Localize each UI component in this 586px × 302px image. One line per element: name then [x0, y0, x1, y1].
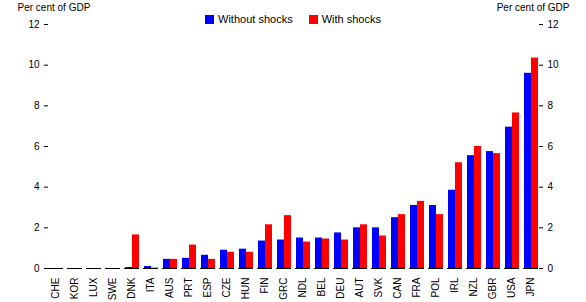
svg-text:DNK: DNK: [126, 277, 137, 298]
svg-text:KOR: KOR: [69, 278, 80, 300]
svg-text:HUN: HUN: [240, 278, 251, 300]
svg-text:2: 2: [548, 222, 554, 233]
svg-text:CAN: CAN: [392, 278, 403, 299]
svg-text:12: 12: [28, 19, 40, 30]
svg-text:10: 10: [28, 59, 40, 70]
svg-text:12: 12: [548, 19, 560, 30]
svg-text:AUS: AUS: [164, 277, 175, 298]
svg-text:FIN: FIN: [259, 278, 270, 294]
svg-text:NDL: NDL: [297, 277, 308, 297]
svg-text:GBR: GBR: [487, 278, 498, 300]
svg-text:IRL: IRL: [449, 277, 460, 293]
svg-text:4: 4: [34, 181, 40, 192]
svg-text:0: 0: [34, 263, 40, 274]
svg-text:8: 8: [548, 100, 554, 111]
svg-text:CZE: CZE: [221, 277, 232, 297]
svg-text:PRT: PRT: [183, 278, 194, 298]
svg-text:6: 6: [548, 141, 554, 152]
svg-text:SVK: SVK: [373, 277, 384, 297]
svg-text:AUT: AUT: [354, 278, 365, 298]
svg-text:0: 0: [548, 263, 554, 274]
svg-text:GRC: GRC: [278, 278, 289, 300]
svg-text:8: 8: [34, 100, 40, 111]
svg-text:Per cent of GDP: Per cent of GDP: [18, 2, 91, 13]
svg-text:POL: POL: [430, 277, 441, 297]
svg-text:USA: USA: [506, 277, 517, 298]
svg-text:CHE: CHE: [50, 277, 61, 298]
svg-text:4: 4: [548, 181, 554, 192]
svg-text:FRA: FRA: [411, 277, 422, 297]
svg-text:NZL: NZL: [468, 277, 479, 296]
svg-text:JPN: JPN: [525, 278, 536, 297]
svg-text:Per cent of GDP: Per cent of GDP: [497, 2, 570, 13]
svg-text:ITA: ITA: [145, 277, 156, 292]
svg-text:BEL: BEL: [316, 277, 327, 296]
svg-text:SWE: SWE: [107, 277, 118, 300]
svg-text:10: 10: [548, 59, 560, 70]
svg-text:DEU: DEU: [335, 278, 346, 299]
svg-text:ESP: ESP: [202, 277, 213, 297]
svg-text:2: 2: [34, 222, 40, 233]
svg-text:6: 6: [34, 141, 40, 152]
html-text:With shocks: With shocks: [321, 13, 381, 25]
html-text:Without shocks: Without shocks: [218, 13, 293, 25]
svg-text:LUX: LUX: [88, 277, 99, 297]
